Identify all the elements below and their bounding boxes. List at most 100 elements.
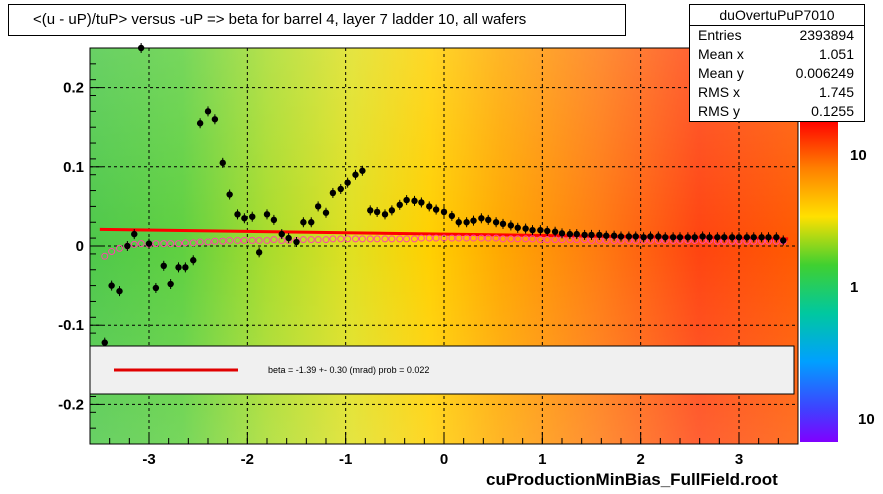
filled-point	[234, 211, 241, 218]
open-point	[522, 235, 530, 243]
open-point	[175, 240, 182, 248]
y-tick-label: 0.2	[63, 80, 84, 97]
x-tick-label: -1	[339, 451, 352, 468]
filled-point	[116, 287, 123, 295]
filled-point	[314, 203, 322, 210]
filled-point	[714, 234, 721, 241]
filled-point	[492, 219, 500, 226]
filled-point	[270, 216, 278, 224]
filled-point	[293, 238, 300, 246]
open-point	[160, 240, 168, 248]
stats-row: Mean y 0.006249	[690, 64, 864, 83]
filled-point	[145, 240, 153, 247]
filled-point	[373, 208, 381, 216]
y-tick-label: 0	[76, 238, 84, 255]
x-tick-label: -2	[241, 451, 254, 468]
filled-point	[322, 209, 330, 216]
filled-point	[204, 108, 212, 115]
filled-point	[662, 234, 669, 241]
open-point	[507, 235, 515, 243]
footer-filename: cuProductionMinBias_FullField.root	[486, 470, 778, 489]
open-point	[432, 234, 440, 242]
filled-point	[124, 242, 131, 250]
x-tick-label: 1	[538, 451, 546, 468]
filled-point	[344, 179, 351, 186]
stats-label: Mean y	[698, 65, 744, 81]
filled-point	[522, 225, 529, 232]
filled-point	[160, 262, 167, 269]
filled-point	[551, 228, 559, 235]
open-point	[440, 234, 448, 242]
open-point	[189, 239, 197, 247]
filled-point	[182, 264, 189, 271]
filled-point	[241, 215, 248, 222]
filled-point	[610, 232, 618, 239]
colorbar-label-mid: 1	[850, 279, 858, 296]
filled-point	[558, 230, 566, 237]
filled-point	[625, 233, 633, 240]
filled-point	[211, 116, 219, 123]
filled-point	[440, 208, 448, 216]
filled-point	[470, 217, 477, 224]
stats-value: 2393894	[799, 27, 854, 43]
filled-point	[255, 249, 263, 256]
filled-point	[529, 226, 536, 234]
filled-point	[544, 227, 551, 235]
filled-point	[137, 44, 145, 52]
filled-point	[448, 212, 456, 220]
filled-point	[743, 234, 751, 241]
open-circle-series	[101, 234, 787, 260]
filled-point	[728, 234, 736, 241]
filled-point	[721, 234, 728, 241]
open-point	[196, 238, 204, 246]
filled-point	[359, 167, 366, 174]
open-point	[167, 240, 175, 248]
open-point	[388, 235, 396, 243]
stats-row: Entries 2393894	[690, 26, 864, 45]
open-point	[211, 237, 219, 245]
stats-value: 0.006249	[795, 65, 854, 81]
open-point	[358, 235, 366, 243]
filled-point	[603, 232, 610, 239]
stats-label: Mean x	[698, 46, 744, 62]
filled-point	[190, 257, 197, 264]
filled-point	[485, 216, 492, 224]
open-point	[470, 234, 477, 242]
filled-point	[647, 233, 654, 240]
filled-point	[226, 191, 233, 198]
stats-row: RMS y 0.1255	[690, 102, 864, 121]
open-point	[226, 236, 234, 244]
stats-name: duOvertuPuP7010	[690, 5, 864, 26]
stats-value: 1.051	[818, 46, 854, 62]
open-point	[101, 252, 109, 260]
filled-point	[507, 222, 515, 229]
open-point	[448, 234, 456, 242]
filled-point	[329, 189, 337, 197]
open-point	[181, 239, 189, 247]
filled-point	[337, 185, 344, 193]
filled-point	[669, 234, 677, 241]
filled-point	[196, 120, 204, 127]
open-point	[411, 235, 418, 243]
filled-point	[108, 282, 115, 289]
filled-point	[463, 219, 470, 226]
stats-label: RMS x	[698, 84, 740, 100]
filled-point	[588, 231, 595, 239]
filled-point	[403, 196, 410, 204]
open-point	[263, 236, 271, 244]
open-point	[417, 234, 425, 242]
open-point	[373, 235, 381, 243]
filled-point	[432, 206, 440, 213]
filled-point	[411, 197, 418, 205]
filled-point	[396, 201, 403, 209]
filled-point	[750, 234, 757, 241]
open-point	[514, 235, 522, 243]
filled-point	[455, 219, 462, 226]
filled-point	[780, 237, 787, 244]
stats-row: RMS x 1.745	[690, 83, 864, 102]
filled-point	[566, 230, 574, 238]
colorbar	[800, 120, 838, 442]
filled-point	[684, 234, 692, 241]
open-point	[307, 236, 315, 244]
filled-point	[308, 219, 315, 226]
